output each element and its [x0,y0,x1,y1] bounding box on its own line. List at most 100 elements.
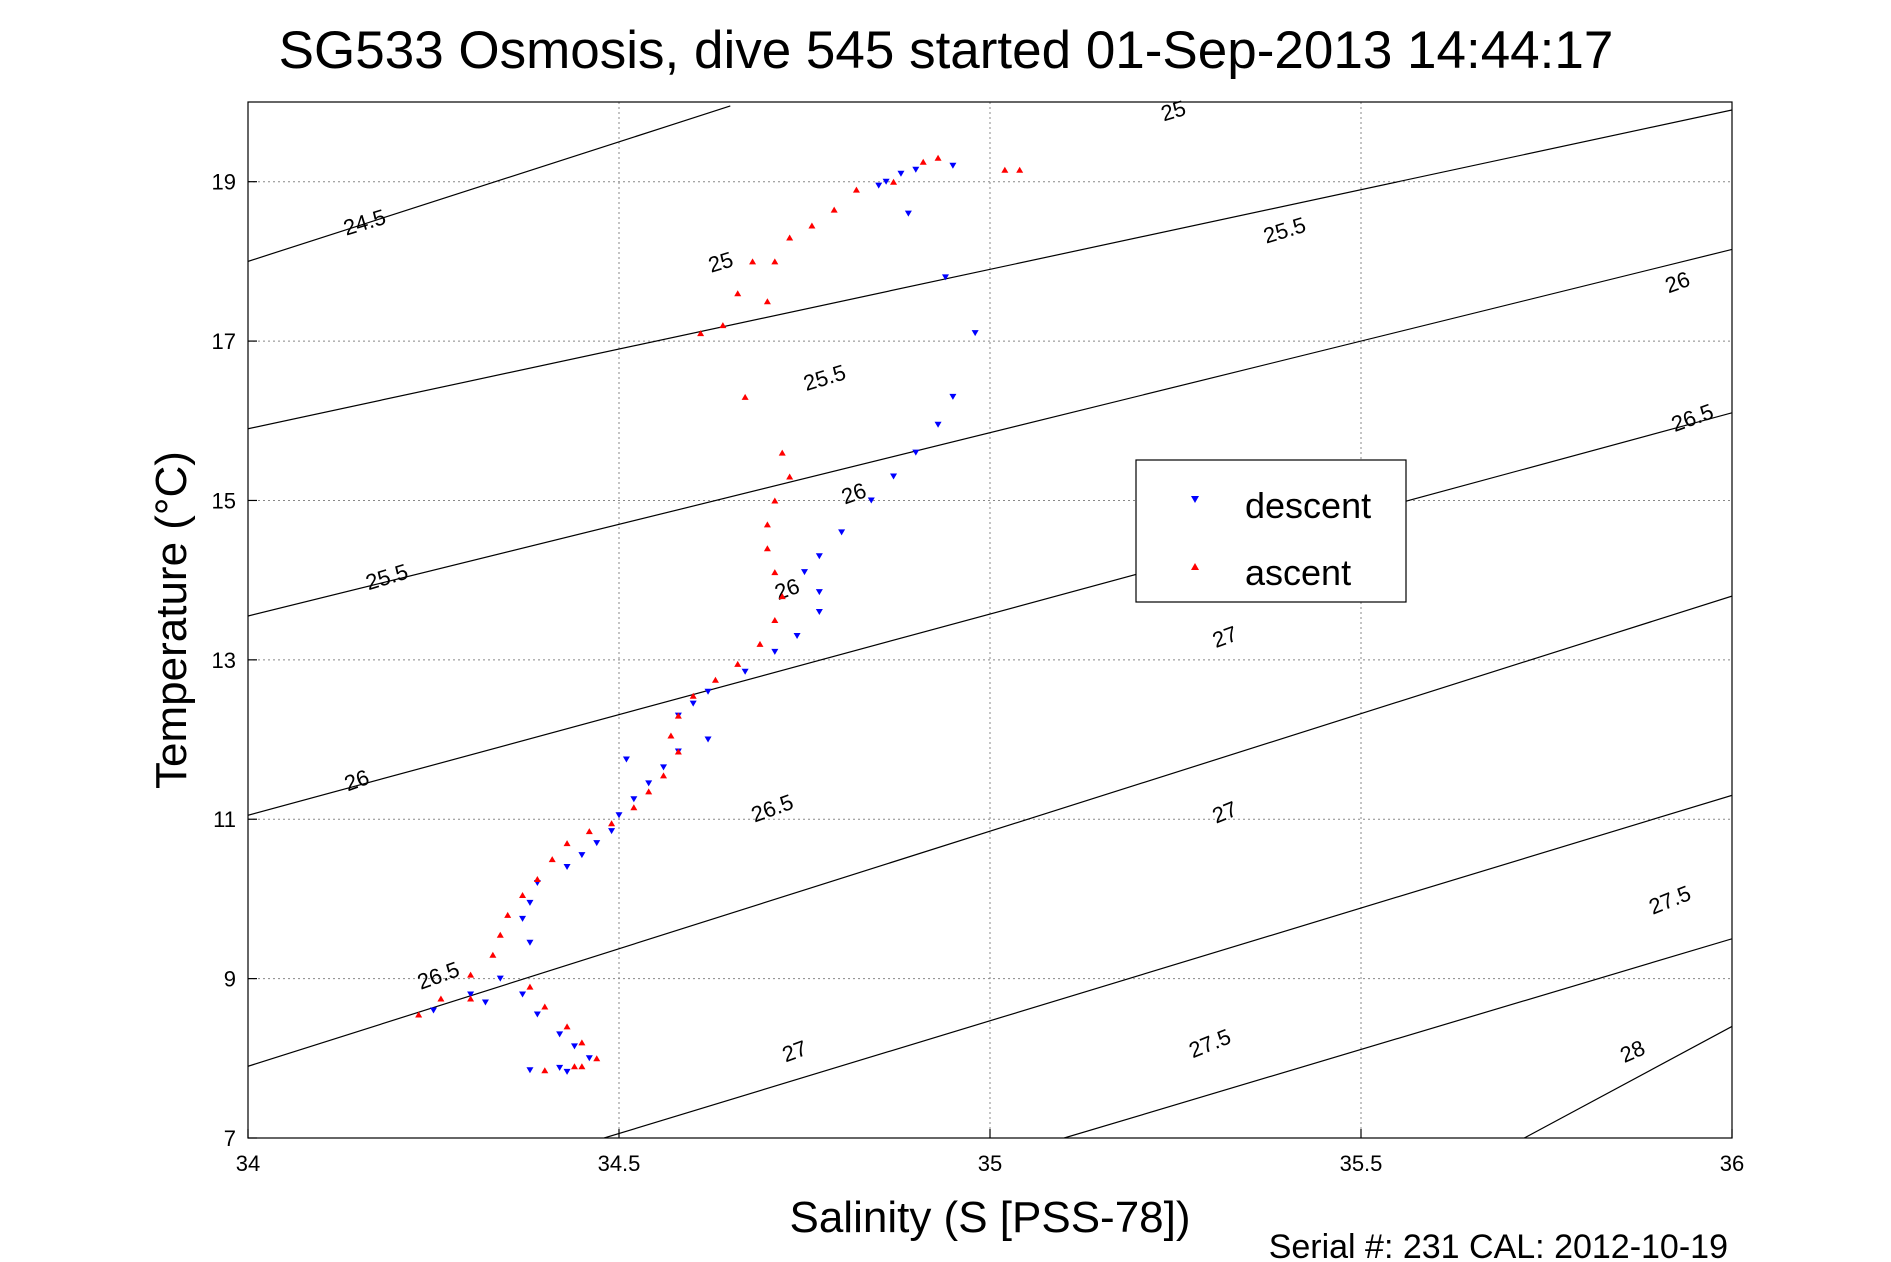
descent-point [526,1067,534,1074]
descent-point [838,529,846,536]
ascent-point [786,234,794,241]
ascent-point [660,772,668,779]
legend-box [1135,459,1407,603]
descent-point [563,864,571,871]
ascent-point [541,1067,549,1074]
descent-point [801,569,808,576]
isopycnal-line [248,105,731,262]
descent-point [556,1031,564,1038]
contour-label: 26 [1662,266,1694,298]
y-tick-label: 11 [213,807,236,832]
descent-point [741,668,749,675]
contour-label: 27 [1209,796,1241,828]
contour-label: 24.5 [340,204,388,240]
ascent-point [1001,166,1009,173]
contour-label: 26.5 [1668,399,1717,437]
descent-point [934,421,942,428]
ascent-point [689,692,697,699]
ascent-point [741,393,749,400]
legend: descent ascent [1135,459,1407,603]
descent-point [467,991,475,998]
descent-point [704,688,712,695]
descent-point [481,999,489,1006]
ascent-point [763,545,771,552]
legend-descent-label: descent [1245,485,1371,526]
ticks: 34 34.5 35 35.5 36 7 9 11 13 15 17 19 [212,170,1745,1176]
descent-point [971,330,979,337]
ascent-point [541,1003,549,1010]
descent-point [615,812,623,819]
descent-point [949,162,957,169]
ascent-point [548,856,556,863]
contour-label: 26.5 [414,956,463,994]
ascent-point [771,258,779,265]
ascent-point [674,712,682,719]
descent-point [660,764,668,771]
legend-ascent-marker [1191,563,1199,570]
ascent-point [697,330,705,337]
descent-point [912,449,920,456]
ascent-point [890,178,898,185]
y-tick-label: 19 [212,170,236,195]
descent-point [875,182,883,189]
descent-point [771,648,779,655]
ascent-point [771,497,779,504]
ascent-point [578,1063,586,1070]
y-tick-label: 7 [224,1126,236,1151]
descent-point [867,497,875,504]
ascent-point [667,732,675,739]
contour-label: 25.5 [1260,212,1308,248]
ascent-point [674,748,682,755]
descent-point [941,274,949,281]
footer-serial-cal: Serial #: 231 CAL: 2012-10-19 [1269,1228,1728,1262]
contour-label: 26 [341,764,373,796]
x-tick-label: 35.5 [1340,1151,1383,1176]
contour-label: 27.5 [1185,1024,1234,1063]
ascent-point [489,951,497,958]
ascent-point [1016,166,1024,173]
isopycnal-line [248,248,1732,617]
ascent-point [919,158,927,165]
x-tick-label: 34 [236,1151,260,1176]
ascent-point [711,676,719,683]
descent-point [556,1064,564,1071]
descent-point [904,210,912,217]
isopycnal-line [248,412,1732,816]
ascent-point [734,660,742,667]
contour-label: 27.5 [1645,880,1694,919]
contour-label: 26 [771,573,803,605]
ascent-point [496,931,504,938]
descent-point [949,393,957,400]
y-axis-label: Temperature (°C) [147,451,196,789]
descent-point [645,780,653,787]
contour-label: 26.5 [748,789,797,827]
ascent-point [778,449,786,456]
descent-point [815,589,823,596]
y-tick-label: 17 [212,329,236,354]
descent-point [704,736,712,743]
density-contours [248,105,1732,1138]
ascent-point [563,1023,571,1030]
ascent-point [585,828,593,835]
contour-label: 26 [838,477,870,509]
ascent-point [786,473,794,480]
ascent-point [934,154,942,161]
ascent-point [830,206,838,213]
contour-labels: 24.5 25 25 25.5 25.5 25.5 26 26 26 26 26.5 26.5 26.5… [340,95,1716,1068]
descent-point [622,756,630,763]
descent-point [882,178,890,185]
x-tick-label: 35 [978,1151,1002,1176]
grid [248,102,1732,1138]
descent-point [430,1007,437,1014]
descent-point [519,991,527,998]
contour-label: 25.5 [363,559,411,595]
isopycnal-line [1523,1025,1732,1138]
chart-title: SG533 Osmosis, dive 545 started 01-Sep-2… [279,21,1614,80]
descent-point [533,1011,541,1018]
descent-point [526,899,534,906]
descent-point [815,609,823,616]
isopycnal-line [1064,938,1732,1138]
ascent-point [563,840,571,847]
series-ascent [415,154,1024,1074]
